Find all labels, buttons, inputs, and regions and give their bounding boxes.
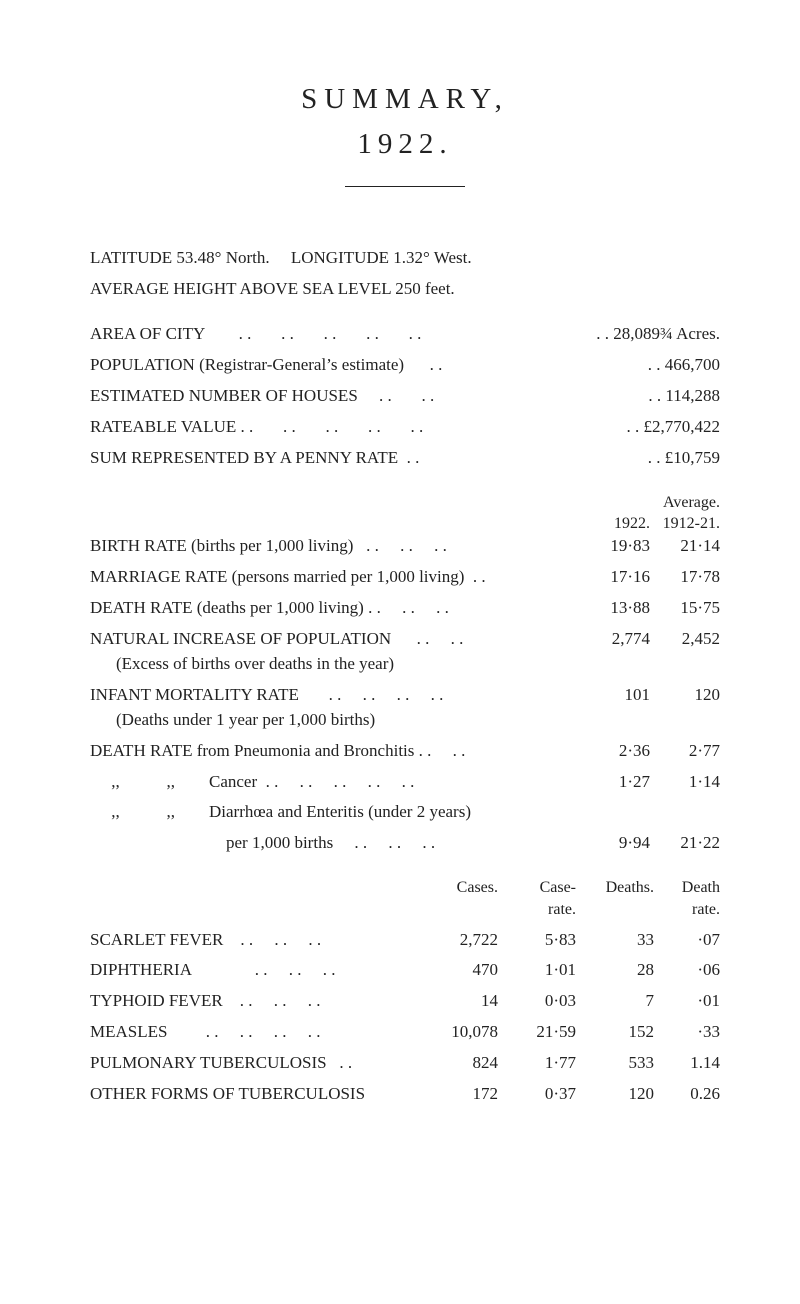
rate-v2: 15·75 <box>650 597 720 620</box>
rate-label: MARRIAGE RATE (persons married per 1,000… <box>90 566 580 589</box>
rate-note: (Excess of births over deaths in the yea… <box>90 653 720 676</box>
disease-name: OTHER FORMS OF TUBERCULOSIS <box>90 1083 420 1106</box>
disease-name: SCARLET FEVER . . . . . . <box>90 929 420 952</box>
disease-cases: 14 <box>420 990 498 1013</box>
rate-v2: 120 <box>650 684 720 707</box>
th-blank <box>90 877 420 920</box>
year-col-2: 1912-21. <box>650 513 720 535</box>
page-title: SUMMARY, <box>90 80 720 119</box>
rate-v2: 1·14 <box>650 771 720 794</box>
rate-v2: 2,452 <box>650 628 720 651</box>
rate-label: BIRTH RATE (births per 1,000 living) . .… <box>90 535 580 558</box>
avg-header: Average. <box>580 492 720 514</box>
disease-rate: 21·59 <box>498 1021 576 1044</box>
th-rate: Case- rate. <box>498 877 576 920</box>
rate-label: ,, ,, Diarrhœa and Enteritis (under 2 ye… <box>90 801 580 824</box>
rate-v2: 2·77 <box>650 740 720 763</box>
stat-label: RATEABLE VALUE . . . . . . . . . . <box>90 416 609 439</box>
th-deaths: Deaths. <box>576 877 654 920</box>
disease-deaths: 28 <box>576 959 654 982</box>
rate-v2: 21·22 <box>650 832 720 855</box>
disease-rate: 5·83 <box>498 929 576 952</box>
th-cases: Cases. <box>420 877 498 920</box>
rate-v2 <box>650 801 720 824</box>
table-row: PULMONARY TUBERCULOSIS . . 824 1·77 533 … <box>90 1052 720 1075</box>
rates-block: BIRTH RATE (births per 1,000 living) . .… <box>90 535 720 855</box>
disease-drate: ·01 <box>654 990 720 1013</box>
disease-drate: 0.26 <box>654 1083 720 1106</box>
disease-deaths: 533 <box>576 1052 654 1075</box>
year-col-1: 1922. <box>580 513 650 535</box>
stat-value: . . 466,700 <box>630 354 720 377</box>
table-row: DIPHTHERIA . . . . . . 470 1·01 28 ·06 <box>90 959 720 982</box>
rate-v1: 9·94 <box>580 832 650 855</box>
disease-rate: 1·77 <box>498 1052 576 1075</box>
rate-v2: 21·14 <box>650 535 720 558</box>
rate-label: per 1,000 births . . . . . . <box>90 832 580 855</box>
disease-deaths: 33 <box>576 929 654 952</box>
stat-label: POPULATION (Registrar-General’s estimate… <box>90 354 630 377</box>
stat-label: ESTIMATED NUMBER OF HOUSES . . . . <box>90 385 630 408</box>
stat-value: . . £10,759 <box>630 447 720 470</box>
table-row: OTHER FORMS OF TUBERCULOSIS 172 0·37 120… <box>90 1083 720 1106</box>
disease-table: Cases. Case- rate. Deaths. Death rate. S… <box>90 877 720 1106</box>
rate-v1: 17·16 <box>580 566 650 589</box>
table-row: TYPHOID FEVER . . . . . . 14 0·03 7 ·01 <box>90 990 720 1013</box>
rate-v1 <box>580 801 650 824</box>
stat-value: . . 114,288 <box>630 385 720 408</box>
table-row: MEASLES . . . . . . . . 10,078 21·59 152… <box>90 1021 720 1044</box>
disease-drate: ·07 <box>654 929 720 952</box>
table-row: SCARLET FEVER . . . . . . 2,722 5·83 33 … <box>90 929 720 952</box>
rate-v1: 19·83 <box>580 535 650 558</box>
rate-label: INFANT MORTALITY RATE . . . . . . . . <box>90 684 580 707</box>
disease-name: DIPHTHERIA . . . . . . <box>90 959 420 982</box>
disease-name: MEASLES . . . . . . . . <box>90 1021 420 1044</box>
title-rule <box>345 186 465 187</box>
rate-label: DEATH RATE from Pneumonia and Bronchitis… <box>90 740 580 763</box>
disease-cases: 10,078 <box>420 1021 498 1044</box>
disease-drate: ·33 <box>654 1021 720 1044</box>
disease-cases: 470 <box>420 959 498 982</box>
disease-drate: 1.14 <box>654 1052 720 1075</box>
rate-v1: 2,774 <box>580 628 650 651</box>
rate-v1: 13·88 <box>580 597 650 620</box>
disease-rate: 0·37 <box>498 1083 576 1106</box>
disease-cases: 172 <box>420 1083 498 1106</box>
rate-label: ,, ,, Cancer . . . . . . . . . . <box>90 771 580 794</box>
disease-drate: ·06 <box>654 959 720 982</box>
stat-value: . . 28,089¾ Acres. <box>578 323 720 346</box>
disease-cases: 824 <box>420 1052 498 1075</box>
table-header-row: Cases. Case- rate. Deaths. Death rate. <box>90 877 720 920</box>
disease-name: TYPHOID FEVER . . . . . . <box>90 990 420 1013</box>
rate-label: NATURAL INCREASE OF POPULATION . . . . <box>90 628 580 651</box>
general-stats-block: AREA OF CITY . . . . . . . . . .. . 28,0… <box>90 323 720 470</box>
lat-long: LATITUDE 53.48° North. LONGITUDE 1.32° W… <box>90 247 720 270</box>
stat-label: AREA OF CITY . . . . . . . . . . <box>90 323 578 346</box>
rate-label: DEATH RATE (deaths per 1,000 living) . .… <box>90 597 580 620</box>
rate-note: (Deaths under 1 year per 1,000 births) <box>90 709 720 732</box>
rate-v1: 2·36 <box>580 740 650 763</box>
rate-v1: 1·27 <box>580 771 650 794</box>
page-year: 1922. <box>90 125 720 164</box>
disease-cases: 2,722 <box>420 929 498 952</box>
disease-name: PULMONARY TUBERCULOSIS . . <box>90 1052 420 1075</box>
disease-rate: 1·01 <box>498 959 576 982</box>
stat-value: . . £2,770,422 <box>609 416 721 439</box>
avg-height: AVERAGE HEIGHT ABOVE SEA LEVEL 250 feet. <box>90 278 720 301</box>
rate-v2: 17·78 <box>650 566 720 589</box>
disease-rate: 0·03 <box>498 990 576 1013</box>
disease-deaths: 120 <box>576 1083 654 1106</box>
disease-deaths: 7 <box>576 990 654 1013</box>
rate-v1: 101 <box>580 684 650 707</box>
disease-deaths: 152 <box>576 1021 654 1044</box>
rates-header: Average. 1922. 1912-21. <box>90 492 720 535</box>
th-drate: Death rate. <box>654 877 720 920</box>
stat-label: SUM REPRESENTED BY A PENNY RATE . . <box>90 447 630 470</box>
